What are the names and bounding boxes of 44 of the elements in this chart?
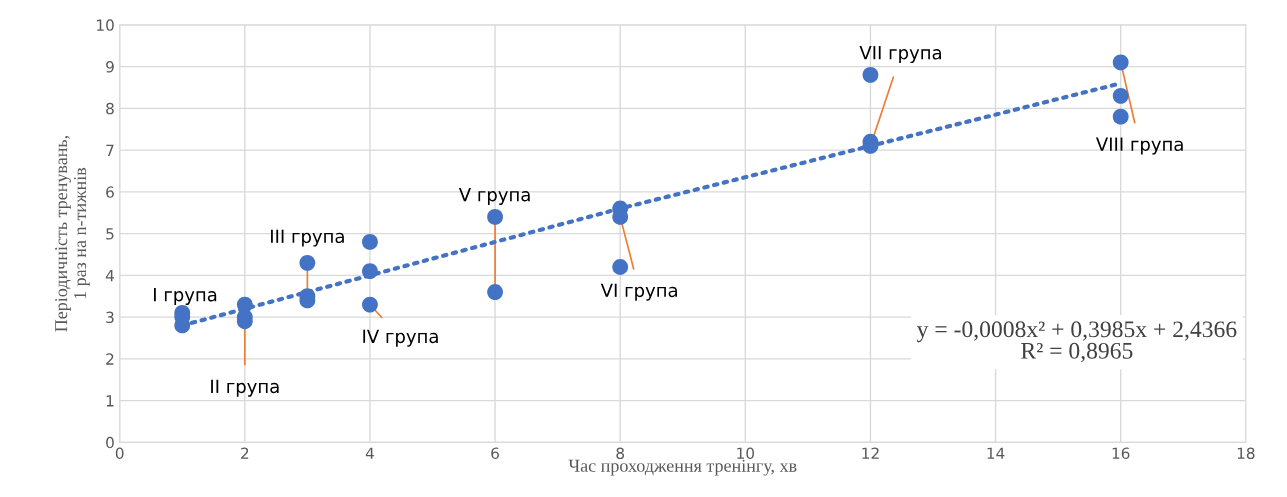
x-tick-label: 4 bbox=[365, 447, 374, 459]
annotation: R² = 0,8965 bbox=[1021, 342, 1133, 363]
x-tick-label: 16 bbox=[1112, 447, 1130, 460]
y-tick-label: 8 bbox=[106, 102, 114, 115]
y-tick-label: 6 bbox=[106, 186, 114, 198]
x-tick-label: 18 bbox=[1237, 447, 1255, 460]
point bbox=[1112, 54, 1129, 71]
y-tick-label: 3 bbox=[106, 311, 114, 324]
y-tick-label: 5 bbox=[106, 228, 114, 240]
annotation: I група bbox=[154, 288, 217, 305]
annotation: II група bbox=[211, 379, 279, 397]
y-axis-title: Періодичність тренувань, 1 раз на n-тижнів bbox=[55, 136, 90, 332]
point bbox=[862, 67, 879, 83]
x-tick-label: 14 bbox=[987, 447, 1005, 459]
annotation: VIII група bbox=[1095, 137, 1183, 155]
point bbox=[487, 208, 503, 225]
annotation: IV група bbox=[363, 329, 438, 347]
x-tick-label: 0 bbox=[115, 447, 124, 460]
x-axis-title: Час проходження тренінгу, хв bbox=[568, 459, 797, 476]
y-tick-label: 0 bbox=[106, 436, 114, 449]
y-tick-label: 9 bbox=[106, 61, 114, 73]
annotation: VI група bbox=[600, 283, 677, 301]
point bbox=[1112, 108, 1129, 125]
point bbox=[1112, 87, 1129, 104]
x-tick-label: 6 bbox=[491, 447, 499, 460]
y-tick-label: 2 bbox=[106, 353, 114, 365]
y-tick-label: 10 bbox=[97, 19, 114, 31]
annotation: III група bbox=[271, 229, 344, 247]
point bbox=[612, 259, 629, 275]
x-tick-label: 10 bbox=[737, 447, 755, 460]
point bbox=[362, 296, 378, 313]
x-tick-label: 8 bbox=[616, 447, 625, 460]
point bbox=[299, 254, 316, 271]
y-tick-label: 4 bbox=[105, 270, 114, 282]
annotation: VII група bbox=[859, 46, 941, 63]
annotation: V група bbox=[458, 188, 530, 205]
point bbox=[487, 284, 503, 300]
annotation: y = -0,0008x² + 0,3985x + 2,4366 bbox=[916, 321, 1237, 343]
y-tick-label: 7 bbox=[106, 144, 114, 156]
point bbox=[362, 234, 378, 250]
x-tick-label: 12 bbox=[862, 447, 879, 459]
x-tick-label: 2 bbox=[241, 447, 249, 459]
point bbox=[362, 263, 378, 280]
y-tick-label: 1 bbox=[106, 395, 114, 407]
